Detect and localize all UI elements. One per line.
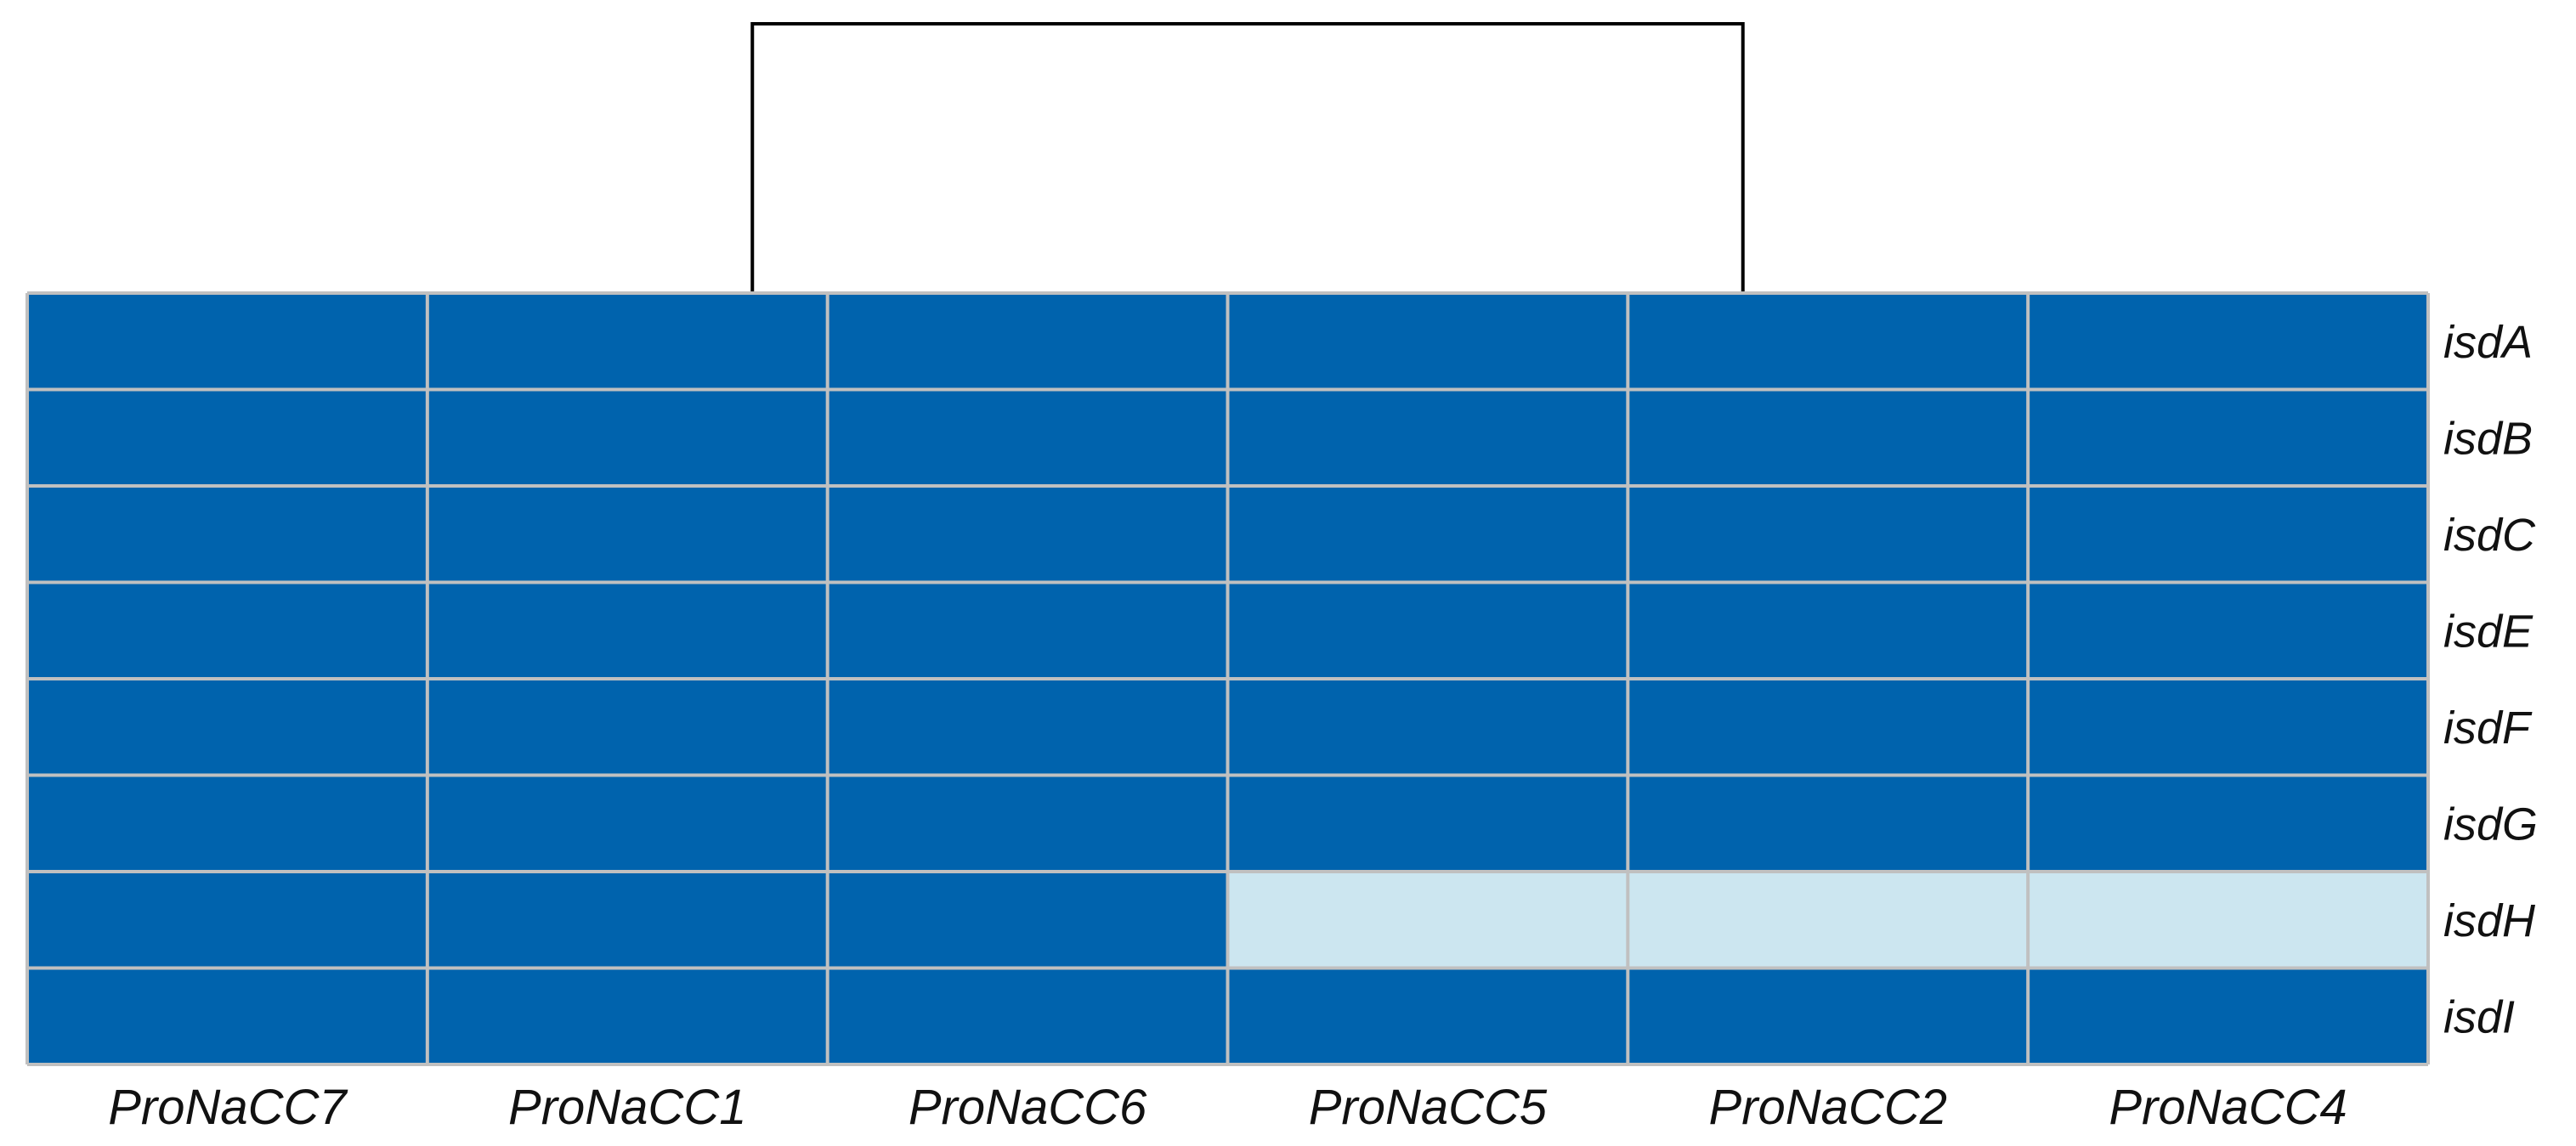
column-label-ProNaCC6: ProNaCC6: [909, 1080, 1147, 1135]
dendrogram: [750, 22, 1745, 291]
row-label-isdF: isdF: [2443, 703, 2533, 754]
heatmap-cell-isdA-ProNaCC1: [427, 293, 828, 390]
heatmap-cell-isdH-ProNaCC2: [1628, 872, 2029, 968]
row-label-isdE: isdE: [2443, 606, 2534, 657]
heatmap-cell-isdI-ProNaCC4: [2028, 968, 2428, 1064]
heatmap-cell-isdI-ProNaCC7: [27, 968, 427, 1064]
row-label-isdG: isdG: [2443, 799, 2538, 850]
heatmap-cell-isdA-ProNaCC6: [827, 293, 1228, 390]
heatmap-cell-isdB-ProNaCC5: [1227, 389, 1628, 486]
heatmap-cell-isdB-ProNaCC1: [427, 389, 828, 486]
heatmap-cell-isdB-ProNaCC6: [827, 389, 1228, 486]
column-label-ProNaCC2: ProNaCC2: [1709, 1080, 1947, 1135]
heatmap-cell-isdE-ProNaCC4: [2028, 582, 2428, 679]
row-labels: isdA isdB isdC isdE isdF isdG isdH isdI: [2443, 317, 2538, 1043]
column-label-ProNaCC5: ProNaCC5: [1309, 1080, 1548, 1135]
heatmap-cell-isdA-ProNaCC4: [2028, 293, 2428, 390]
heatmap-cell-isdA-ProNaCC2: [1628, 293, 2029, 390]
heatmap-cell-isdC-ProNaCC4: [2028, 486, 2428, 583]
heatmap-cell-isdG-ProNaCC1: [427, 775, 828, 872]
heatmap-cell-isdF-ProNaCC7: [27, 679, 427, 776]
heatmap-cell-isdF-ProNaCC5: [1227, 679, 1628, 776]
heatmap-grid: [25, 291, 2430, 1066]
heatmap-cell-isdC-ProNaCC6: [827, 486, 1228, 583]
heatmap-cell-isdG-ProNaCC5: [1227, 775, 1628, 872]
heatmap-cell-isdB-ProNaCC7: [27, 389, 427, 486]
heatmap-cell-isdI-ProNaCC6: [827, 968, 1228, 1064]
heatmap-cell-isdF-ProNaCC4: [2028, 679, 2428, 776]
row-label-isdB: isdB: [2443, 413, 2533, 464]
heatmap-cells: [27, 293, 2428, 1064]
row-label-isdA: isdA: [2443, 317, 2533, 368]
heatmap-cell-isdF-ProNaCC1: [427, 679, 828, 776]
heatmap-cell-isdH-ProNaCC4: [2028, 872, 2428, 968]
heatmap-cell-isdG-ProNaCC7: [27, 775, 427, 872]
column-label-ProNaCC4: ProNaCC4: [2109, 1080, 2347, 1135]
heatmap-cell-isdI-ProNaCC5: [1227, 968, 1628, 1064]
heatmap-cell-isdE-ProNaCC7: [27, 582, 427, 679]
heatmap-cell-isdA-ProNaCC5: [1227, 293, 1628, 390]
column-label-ProNaCC7: ProNaCC7: [108, 1080, 348, 1135]
heatmap-cell-isdH-ProNaCC6: [827, 872, 1228, 968]
column-labels: ProNaCC7 ProNaCC1 ProNaCC6 ProNaCC5 ProNaCC2…: [108, 1080, 2347, 1135]
heatmap-cell-isdF-ProNaCC2: [1628, 679, 2029, 776]
heatmap-cell-isdC-ProNaCC1: [427, 486, 828, 583]
heatmap-cell-isdG-ProNaCC6: [827, 775, 1228, 872]
heatmap-cell-isdC-ProNaCC7: [27, 486, 427, 583]
heatmap-cell-isdG-ProNaCC2: [1628, 775, 2029, 872]
heatmap-cell-isdH-ProNaCC7: [27, 872, 427, 968]
heatmap-cell-isdE-ProNaCC1: [427, 582, 828, 679]
heatmap-cell-isdH-ProNaCC1: [427, 872, 828, 968]
row-label-isdC: isdC: [2443, 510, 2536, 561]
heatmap-cell-isdC-ProNaCC5: [1227, 486, 1628, 583]
column-label-ProNaCC1: ProNaCC1: [508, 1080, 746, 1135]
heatmap-cell-isdF-ProNaCC6: [827, 679, 1228, 776]
heatmap-cell-isdC-ProNaCC2: [1628, 486, 2029, 583]
heatmap-cell-isdB-ProNaCC4: [2028, 389, 2428, 486]
heatmap-cell-isdE-ProNaCC6: [827, 582, 1228, 679]
heatmap-cell-isdG-ProNaCC4: [2028, 775, 2428, 872]
heatmap-cell-isdH-ProNaCC5: [1227, 872, 1628, 968]
heatmap-cell-isdE-ProNaCC2: [1628, 582, 2029, 679]
heatmap-cell-isdE-ProNaCC5: [1227, 582, 1628, 679]
row-label-isdI: isdI: [2443, 991, 2515, 1042]
heatmap-cell-isdI-ProNaCC1: [427, 968, 828, 1064]
heatmap-cell-isdA-ProNaCC7: [27, 293, 427, 390]
dendrogram-branch: [750, 22, 1745, 291]
heatmap-cell-isdB-ProNaCC2: [1628, 389, 2029, 486]
heatmap-cell-isdI-ProNaCC2: [1628, 968, 2029, 1064]
row-label-isdH: isdH: [2443, 895, 2536, 946]
